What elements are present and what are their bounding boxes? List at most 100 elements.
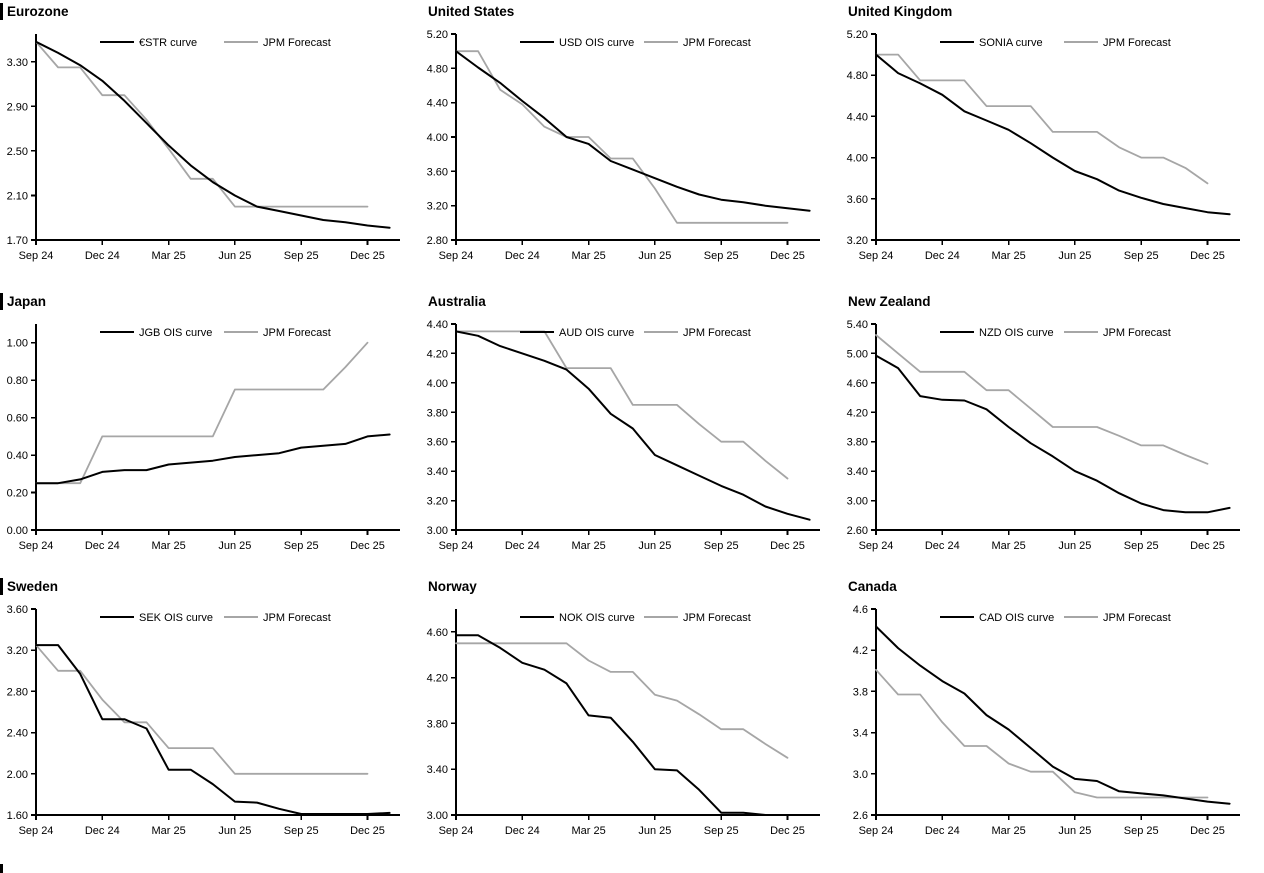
chart-canvas: 5.20 4.80 4.40 4.00 3.60 3.20 Sep 24 Dec 24 Mar … bbox=[847, 29, 1240, 262]
chart-title: Sweden bbox=[7, 578, 59, 594]
x-tick-label: Mar 25 bbox=[151, 825, 185, 837]
legend-label: SONIA curve bbox=[979, 37, 1043, 49]
x-tick-label: Dec 25 bbox=[1190, 825, 1225, 837]
y-tick-label: 4.00 bbox=[847, 153, 868, 165]
chart-title: United Kingdom bbox=[848, 3, 953, 19]
chart-panel: Sweden 3.60 3.20 2.80 2.40 2.00 1.60 Sep 24 Dec… bbox=[0, 575, 420, 873]
x-tick-label: Sep 24 bbox=[859, 540, 894, 552]
x-tick-label: Sep 25 bbox=[704, 250, 739, 262]
y-tick-label: 5.20 bbox=[427, 29, 448, 41]
x-tick-label: Dec 24 bbox=[925, 250, 960, 262]
chart-panel: New Zealand 5.40 5.00 4.60 4.20 3.80 3.40 3.00… bbox=[840, 290, 1264, 575]
ois-curve-line bbox=[875, 354, 1231, 514]
y-tick-label: 4.00 bbox=[427, 132, 448, 144]
chart-title-row: United Kingdom bbox=[840, 0, 1264, 22]
chart-panel: United Kingdom 5.20 4.80 4.40 4.00 3.60 3.20 S… bbox=[840, 0, 1264, 290]
ois-curve-line bbox=[875, 53, 1231, 216]
y-tick-label: 0.00 bbox=[7, 525, 28, 537]
forecast-line bbox=[875, 668, 1209, 799]
x-tick-label: Dec 25 bbox=[350, 540, 385, 552]
x-tick-label: Dec 24 bbox=[85, 250, 120, 262]
y-tick-label: 3.60 bbox=[7, 604, 28, 616]
legend-label: JPM Forecast bbox=[683, 327, 751, 339]
x-tick-label: Sep 25 bbox=[284, 540, 319, 552]
x-tick-label: Mar 25 bbox=[571, 250, 605, 262]
legend-label: SEK OIS curve bbox=[139, 612, 213, 624]
y-tick-label: 2.80 bbox=[7, 686, 28, 698]
x-tick-label: Dec 24 bbox=[85, 825, 120, 837]
y-tick-label: 4.20 bbox=[427, 348, 448, 360]
x-tick-label: Dec 25 bbox=[1190, 540, 1225, 552]
x-tick-label: Jun 25 bbox=[638, 250, 671, 262]
section-bar-bottom bbox=[0, 864, 3, 873]
x-tick-label: Sep 25 bbox=[1124, 825, 1159, 837]
y-tick-label: 3.60 bbox=[427, 166, 448, 178]
y-tick-label: 0.80 bbox=[7, 375, 28, 387]
y-tick-label: 5.40 bbox=[847, 319, 868, 331]
x-tick-label: Sep 24 bbox=[439, 540, 474, 552]
x-tick-label: Dec 25 bbox=[770, 250, 805, 262]
x-tick-label: Dec 25 bbox=[350, 250, 385, 262]
x-tick-label: Mar 25 bbox=[571, 825, 605, 837]
x-tick-label: Dec 25 bbox=[1190, 250, 1225, 262]
legend-label: CAD OIS curve bbox=[979, 612, 1054, 624]
legend-label: NOK OIS curve bbox=[559, 612, 635, 624]
chart-title-row: Eurozone bbox=[0, 0, 420, 22]
x-tick-label: Jun 25 bbox=[218, 540, 251, 552]
chart-canvas: 3.60 3.20 2.80 2.40 2.00 1.60 Sep 24 Dec 24 Mar … bbox=[7, 604, 400, 837]
section-bar bbox=[0, 2, 3, 20]
y-tick-label: 2.90 bbox=[7, 101, 28, 113]
chart-panel: Norway 4.60 4.20 3.80 3.40 3.00 Sep 24 Dec 24 M… bbox=[420, 575, 840, 873]
x-tick-label: Sep 24 bbox=[19, 250, 54, 262]
y-tick-label: 1.00 bbox=[7, 338, 28, 350]
y-tick-label: 4.60 bbox=[847, 378, 868, 390]
x-tick-label: Dec 25 bbox=[350, 825, 385, 837]
legend-label: AUD OIS curve bbox=[559, 327, 634, 339]
chart-title-row: Canada bbox=[840, 575, 1264, 597]
y-tick-label: 3.20 bbox=[847, 235, 868, 247]
y-tick-label: 2.80 bbox=[427, 235, 448, 247]
legend-label: JPM Forecast bbox=[1103, 612, 1171, 624]
forecast-line bbox=[875, 53, 1209, 185]
forecast-line bbox=[35, 40, 369, 208]
x-tick-label: Dec 24 bbox=[925, 825, 960, 837]
x-tick-label: Mar 25 bbox=[151, 540, 185, 552]
x-tick-label: Sep 24 bbox=[439, 825, 474, 837]
x-tick-label: Sep 24 bbox=[19, 540, 54, 552]
y-tick-label: 0.20 bbox=[7, 488, 28, 500]
chart-panel: Japan 1.00 0.80 0.60 0.40 0.20 0.00 Sep 24 Dec … bbox=[0, 290, 420, 575]
forecast-line bbox=[35, 644, 369, 775]
x-tick-label: Jun 25 bbox=[638, 825, 671, 837]
legend-label: JPM Forecast bbox=[263, 327, 331, 339]
y-tick-label: 0.40 bbox=[7, 450, 28, 462]
y-tick-label: 3.0 bbox=[853, 769, 868, 781]
chart-canvas: 4.60 4.20 3.80 3.40 3.00 Sep 24 Dec 24 Mar 25 Ju… bbox=[427, 609, 820, 837]
x-tick-label: Jun 25 bbox=[1058, 250, 1091, 262]
legend-label: €STR curve bbox=[139, 37, 197, 49]
legend-label: JPM Forecast bbox=[1103, 327, 1171, 339]
x-tick-label: Dec 24 bbox=[85, 540, 120, 552]
chart-panel: Australia 4.40 4.20 4.00 3.80 3.60 3.40 3.20 3.… bbox=[420, 290, 840, 575]
x-tick-label: Sep 24 bbox=[859, 825, 894, 837]
x-tick-label: Sep 25 bbox=[284, 825, 319, 837]
legend-label: JPM Forecast bbox=[263, 612, 331, 624]
ois-curve-line bbox=[455, 634, 811, 816]
y-tick-label: 4.40 bbox=[847, 111, 868, 123]
ois-curve-line bbox=[35, 40, 391, 229]
chart-panel: Canada 4.6 4.2 3.8 3.4 3.0 2.6 Sep 24 Dec 24 Mar… bbox=[840, 575, 1264, 873]
ois-curve-line bbox=[455, 50, 811, 212]
x-tick-label: Dec 25 bbox=[770, 825, 805, 837]
x-tick-label: Jun 25 bbox=[218, 250, 251, 262]
y-tick-label: 3.20 bbox=[427, 496, 448, 508]
chart-title-row: Norway bbox=[420, 575, 840, 597]
x-tick-label: Sep 25 bbox=[1124, 250, 1159, 262]
chart-panel: Eurozone 3.30 2.90 2.50 2.10 1.70 Sep 24 Dec 2… bbox=[0, 0, 420, 290]
y-tick-label: 3.20 bbox=[427, 201, 448, 213]
y-tick-label: 5.20 bbox=[847, 29, 868, 41]
x-tick-label: Jun 25 bbox=[638, 540, 671, 552]
y-tick-label: 3.00 bbox=[847, 496, 868, 508]
chart-title: Eurozone bbox=[7, 3, 69, 19]
y-tick-label: 2.40 bbox=[7, 728, 28, 740]
forecast-line bbox=[455, 642, 789, 759]
x-tick-label: Sep 24 bbox=[19, 825, 54, 837]
